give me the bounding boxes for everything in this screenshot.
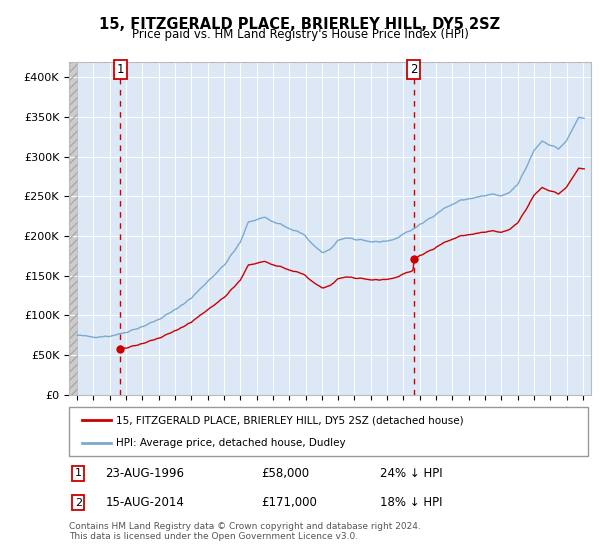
Text: 1: 1 (116, 63, 124, 76)
Bar (69, 62, 77, 395)
Text: Contains HM Land Registry data © Crown copyright and database right 2024.
This d: Contains HM Land Registry data © Crown c… (69, 522, 421, 542)
Text: £171,000: £171,000 (261, 496, 317, 509)
Text: Price paid vs. HM Land Registry's House Price Index (HPI): Price paid vs. HM Land Registry's House … (131, 28, 469, 41)
Text: 15, FITZGERALD PLACE, BRIERLEY HILL, DY5 2SZ: 15, FITZGERALD PLACE, BRIERLEY HILL, DY5… (100, 17, 500, 32)
Text: 23-AUG-1996: 23-AUG-1996 (106, 467, 184, 480)
Text: 15, FITZGERALD PLACE, BRIERLEY HILL, DY5 2SZ (detached house): 15, FITZGERALD PLACE, BRIERLEY HILL, DY5… (116, 416, 463, 426)
Text: 18% ↓ HPI: 18% ↓ HPI (380, 496, 443, 509)
Text: 24% ↓ HPI: 24% ↓ HPI (380, 467, 443, 480)
Text: 2: 2 (75, 498, 82, 508)
Text: 15-AUG-2014: 15-AUG-2014 (106, 496, 184, 509)
Text: £58,000: £58,000 (261, 467, 309, 480)
Text: HPI: Average price, detached house, Dudley: HPI: Average price, detached house, Dudl… (116, 438, 346, 448)
Text: 1: 1 (75, 468, 82, 478)
Bar (69, 62, 77, 395)
Text: 2: 2 (410, 63, 417, 76)
